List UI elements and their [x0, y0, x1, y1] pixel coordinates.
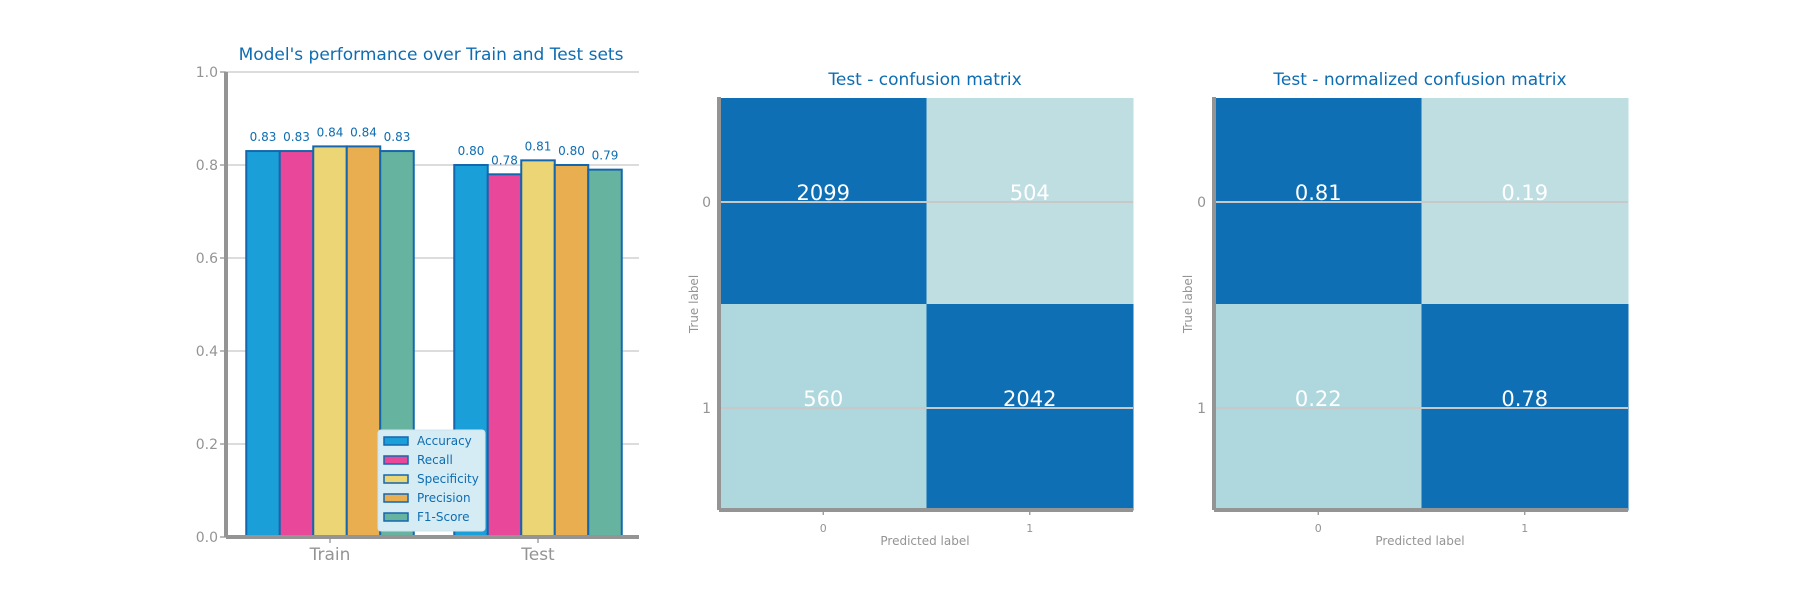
- legend-item-f1-score: F1-Score: [383, 510, 469, 524]
- matrix-cell-value: 0.78: [1501, 387, 1548, 411]
- legend-item-accuracy: Accuracy: [383, 434, 472, 448]
- normalized-confusion-matrix-title: Test - normalized confusion matrix: [1272, 70, 1566, 90]
- matrix-cell-value: 2042: [1003, 387, 1056, 411]
- bar-value-label: 0.83: [384, 130, 411, 144]
- normalized-confusion-matrix-ylabel: True label: [1181, 275, 1195, 334]
- confusion-matrix-gridlines: [720, 201, 1133, 409]
- bar-value-label: 0.84: [317, 125, 344, 139]
- y-tick-label: 1.0: [196, 65, 218, 81]
- bar-value-label: 0.80: [558, 144, 585, 158]
- legend-swatch-specificity: [383, 474, 409, 484]
- matrix-cell-value: 0.19: [1501, 181, 1548, 205]
- bar-recall-test: [486, 173, 523, 539]
- bar-value-label: 0.81: [525, 139, 552, 153]
- bar-f1-score-test: [587, 168, 623, 538]
- matrix-cell-value: 560: [803, 387, 843, 411]
- matrix-cell-value: 0.81: [1295, 181, 1342, 205]
- bar-chart-bars: [245, 145, 623, 539]
- legend-label-precision: Precision: [417, 491, 471, 505]
- bar-recall-train: [278, 150, 315, 539]
- bar-specificity-test: [520, 159, 556, 538]
- matrix-cell-value: 2099: [797, 181, 850, 205]
- confusion-matrix-title: Test - confusion matrix: [827, 70, 1021, 90]
- legend-label-f1-score: F1-Score: [417, 510, 469, 524]
- normalized-confusion-matrix-ticks: 0 1 0 1: [1197, 195, 1528, 535]
- x-tick-label: Test: [520, 545, 555, 565]
- bar-specificity-train: [312, 145, 348, 538]
- confusion-matrix-cells: [720, 98, 1134, 511]
- bar-value-label: 0.78: [491, 153, 518, 167]
- normalized-confusion-matrix-cells: [1215, 98, 1629, 511]
- bar-chart-legend: Accuracy Recall Specificity Precision F1…: [377, 429, 486, 532]
- confusion-matrix-xlabel: Predicted label: [880, 534, 969, 548]
- x-tick-label: 1: [1026, 522, 1033, 535]
- legend-swatch-recall: [383, 455, 409, 465]
- y-tick-label: 1: [1197, 401, 1206, 417]
- bar-precision-test: [553, 164, 590, 538]
- legend-label-specificity: Specificity: [417, 472, 479, 486]
- bar-chart-title: Model's performance over Train and Test …: [239, 45, 624, 65]
- legend-swatch-f1-score: [383, 512, 409, 522]
- bar-chart-y-ticks: 0.0 0.2 0.4 0.6 0.8 1.0: [196, 65, 226, 546]
- legend-label-accuracy: Accuracy: [417, 434, 472, 448]
- confusion-matrix-values: 2099 504 560 2042: [797, 181, 1057, 411]
- bar-value-label: 0.79: [592, 149, 619, 163]
- bar-value-label: 0.83: [250, 130, 277, 144]
- legend-swatch-accuracy: [383, 436, 409, 446]
- x-tick-label: 0: [820, 522, 827, 535]
- bar-value-label: 0.83: [283, 130, 310, 144]
- confusion-matrix-ticks: 0 1 0 1: [702, 195, 1033, 535]
- y-tick-label: 0.6: [196, 251, 218, 267]
- x-tick-label: Train: [309, 545, 351, 565]
- normalized-confusion-matrix-values: 0.81 0.19 0.22 0.78: [1295, 181, 1548, 411]
- y-tick-label: 0: [702, 195, 711, 211]
- bar-value-label: 0.84: [350, 125, 377, 139]
- bar-accuracy-train: [245, 150, 281, 539]
- y-tick-label: 0.8: [196, 158, 218, 174]
- bar-chart-x-ticks: Train Test: [309, 537, 555, 565]
- bar-precision-train: [345, 145, 382, 538]
- y-tick-label: 0.4: [196, 344, 218, 360]
- confusion-matrix-panel: Test - confusion matrix 2099 504 560 2042 0…: [687, 70, 1134, 548]
- y-tick-label: 0: [1197, 195, 1206, 211]
- legend-item-specificity: Specificity: [383, 472, 479, 486]
- x-tick-label: 1: [1521, 522, 1528, 535]
- normalized-confusion-matrix-xlabel: Predicted label: [1375, 534, 1464, 548]
- bar-chart-value-labels: 0.83 0.83 0.84 0.84 0.83 0.80 0.78 0.81 0.80 0.79: [250, 125, 619, 167]
- matrix-cell-value: 504: [1010, 181, 1050, 205]
- y-tick-label: 1: [702, 401, 711, 417]
- bar-value-label: 0.80: [458, 144, 485, 158]
- normalized-confusion-matrix-gridlines: [1215, 201, 1628, 409]
- normalized-confusion-matrix-panel: Test - normalized confusion matrix 0.81 0…: [1181, 70, 1629, 548]
- confusion-matrix-ylabel: True label: [687, 275, 701, 334]
- legend-item-precision: Precision: [383, 491, 471, 505]
- y-tick-label: 0.0: [196, 530, 218, 546]
- legend-item-recall: Recall: [383, 453, 453, 467]
- bar-chart-panel: Model's performance over Train and Test …: [196, 45, 639, 565]
- x-tick-label: 0: [1315, 522, 1322, 535]
- y-tick-label: 0.2: [196, 437, 218, 453]
- matrix-cell-value: 0.22: [1295, 387, 1342, 411]
- legend-swatch-precision: [383, 493, 409, 503]
- legend-label-recall: Recall: [417, 453, 453, 467]
